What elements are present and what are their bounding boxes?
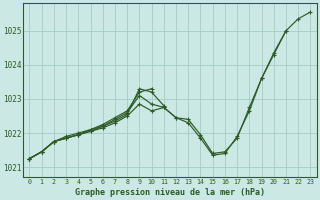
X-axis label: Graphe pression niveau de la mer (hPa): Graphe pression niveau de la mer (hPa) — [75, 188, 265, 197]
